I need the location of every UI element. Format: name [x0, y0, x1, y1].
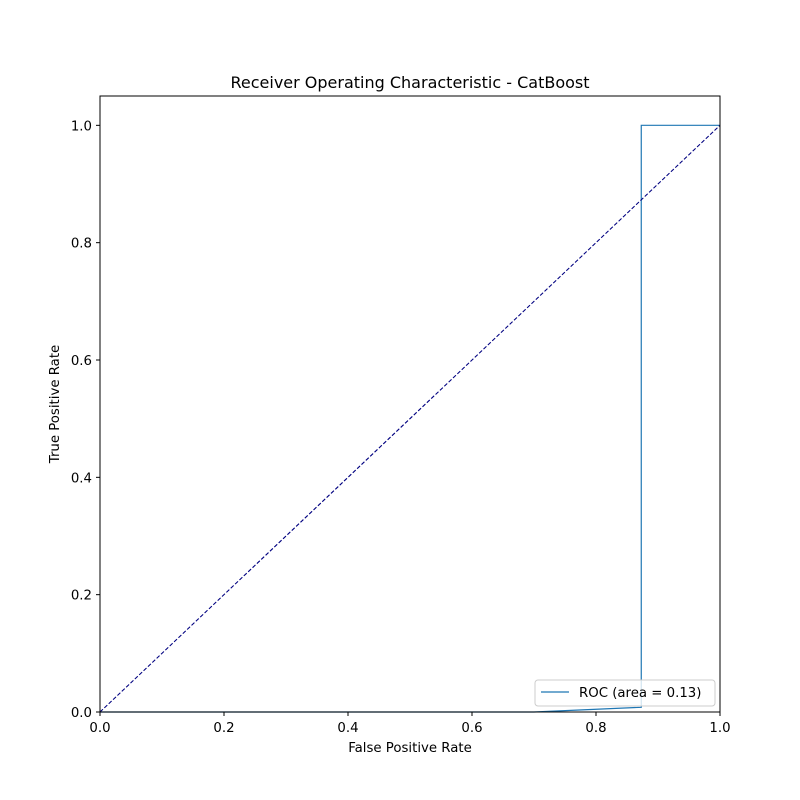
x-tick-label: 0.6	[461, 721, 482, 736]
y-axis-label: True Positive Rate	[48, 345, 63, 464]
x-tick-label: 0.0	[89, 721, 110, 736]
plot-frame	[99, 95, 721, 713]
x-tick-label: 0.4	[337, 721, 358, 736]
x-axis-label: False Positive Rate	[348, 741, 472, 756]
y-tick-label: 0.0	[71, 706, 92, 721]
x-tick-label: 0.8	[585, 721, 606, 736]
chart-title: Receiver Operating Characteristic - CatB…	[230, 73, 589, 92]
legend-box	[534, 679, 716, 707]
x-tick-label: 0.2	[213, 721, 234, 736]
y-tick-label: 1.0	[71, 119, 92, 134]
chance-diagonal-line	[99, 124, 721, 713]
series-layer	[99, 124, 721, 713]
x-axis: 0.0 0.2 0.4 0.6 0.8 1.0	[89, 712, 731, 736]
x-tick-label: 1.0	[709, 721, 730, 736]
y-tick-label: 0.8	[71, 237, 92, 252]
legend-label-roc: ROC (area = 0.13)	[579, 686, 701, 701]
y-tick-label: 0.6	[71, 354, 92, 369]
legend: ROC (area = 0.13)	[534, 679, 716, 707]
y-tick-label: 0.4	[71, 471, 92, 486]
y-axis: 0.0 0.2 0.4 0.6 0.8 1.0	[71, 119, 100, 721]
y-tick-label: 0.2	[71, 589, 92, 604]
